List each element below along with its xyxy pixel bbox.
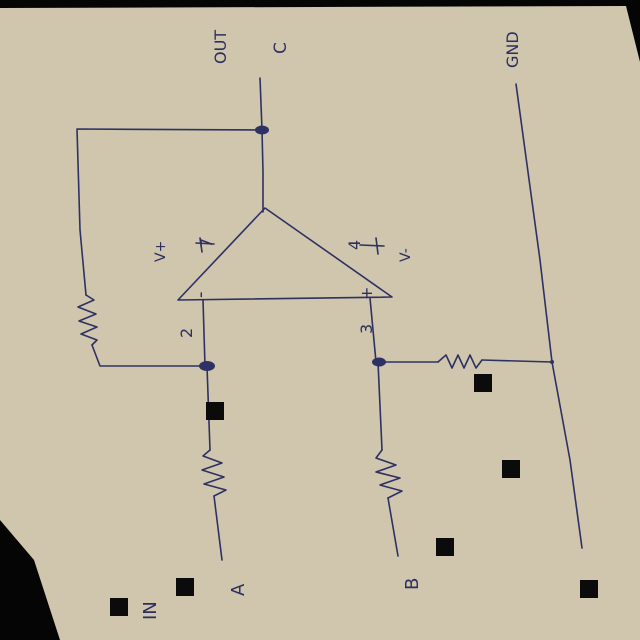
marker-5 [176, 578, 194, 596]
label-pin7: 7 [197, 238, 216, 248]
paper-sheet [0, 6, 640, 640]
label-pin4: 4 [345, 240, 364, 250]
label-b: B [402, 578, 423, 590]
junction-inverting [199, 361, 215, 371]
junction-noninverting [372, 358, 386, 367]
label-a: A [228, 583, 249, 596]
junction-output [255, 126, 269, 135]
marker-6 [110, 598, 128, 616]
marker-7 [580, 580, 598, 598]
label-vminus: V- [398, 248, 414, 262]
marker-1 [206, 402, 224, 420]
marker-2 [474, 374, 492, 392]
label-gnd: GND [503, 31, 522, 68]
marker-3 [502, 460, 520, 478]
label-in: IN [140, 601, 161, 620]
label-plus: + [357, 287, 376, 300]
label-pin3: 3 [357, 324, 376, 334]
marker-4 [436, 538, 454, 556]
label-out: OUT [211, 30, 230, 64]
label-out-node: C [271, 42, 291, 54]
label-pin2: 2 [177, 328, 196, 338]
label-minus: - [190, 292, 211, 299]
junction-gnd [550, 360, 554, 364]
label-vplus: V+ [153, 241, 169, 262]
